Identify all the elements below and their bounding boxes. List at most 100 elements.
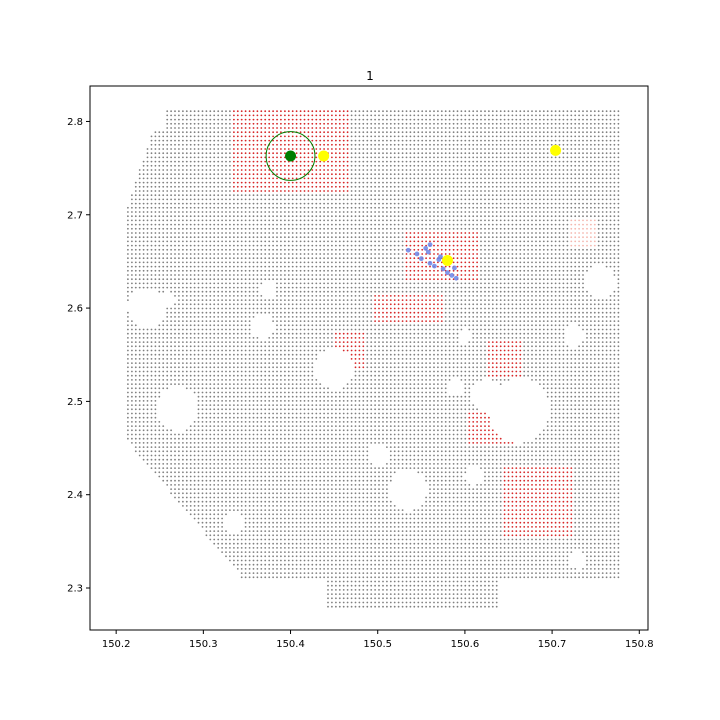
grid-point: [562, 383, 565, 385]
grid-point: [205, 500, 208, 503]
grid-point: [429, 395, 431, 398]
grid-point: [417, 454, 420, 457]
grid-point: [303, 542, 306, 545]
grid-point: [472, 597, 475, 600]
grid-point: [488, 496, 490, 499]
grid-point: [252, 576, 255, 579]
grid-point: [197, 496, 200, 499]
grid-point: [433, 509, 435, 511]
grid-point: [480, 530, 482, 532]
grid-point: [327, 530, 329, 532]
grid-point: [570, 576, 573, 579]
grid-point: [327, 463, 329, 465]
grid-point: [213, 404, 216, 406]
grid-point: [236, 458, 239, 461]
grid-point: [244, 446, 247, 448]
grid-point: [146, 437, 149, 440]
grid-point: [484, 589, 486, 591]
grid-point: [362, 446, 365, 448]
grid-point: [578, 437, 580, 440]
grid-point: [550, 429, 553, 432]
grid-point: [464, 379, 467, 381]
grid-point: [464, 458, 467, 461]
grid-point: [437, 391, 439, 394]
grid-point: [248, 383, 251, 385]
grid-point: [162, 446, 165, 448]
grid-point: [429, 463, 431, 465]
grid-point: [311, 551, 314, 553]
grid-point: [456, 589, 459, 591]
grid-point: [146, 404, 149, 406]
grid-point: [397, 597, 400, 600]
grid-point: [386, 463, 388, 465]
grid-point: [389, 421, 392, 423]
grid-point: [433, 534, 435, 537]
grid-point: [244, 442, 247, 444]
grid-point: [311, 429, 314, 432]
grid-point: [519, 446, 522, 448]
grid-point: [558, 542, 561, 545]
grid-point: [597, 563, 600, 566]
grid-point: [401, 542, 404, 545]
grid-point: [189, 425, 192, 427]
grid-point: [499, 484, 502, 486]
grid-point: [315, 492, 318, 495]
grid-point: [378, 513, 380, 516]
grid-point: [495, 454, 498, 457]
grid-point: [609, 395, 612, 398]
grid-point: [315, 454, 318, 457]
grid-point: [350, 597, 353, 600]
grid-point: [617, 509, 620, 511]
grid-point: [429, 492, 431, 495]
grid-point: [440, 584, 443, 587]
grid-point: [201, 446, 204, 448]
grid-point: [370, 500, 373, 503]
grid-point: [319, 572, 322, 574]
grid-point: [605, 450, 608, 453]
grid-point: [433, 404, 435, 406]
grid-point: [358, 601, 361, 604]
grid-point: [342, 479, 345, 482]
grid-point: [295, 391, 298, 394]
grid-point: [609, 454, 612, 457]
grid-point: [468, 589, 471, 591]
grid-point: [307, 475, 310, 478]
grid-point: [138, 412, 141, 415]
grid-point: [578, 534, 580, 537]
grid-point: [319, 488, 322, 490]
grid-point: [480, 580, 482, 583]
grid-point: [593, 391, 596, 394]
chart-title: 1: [366, 69, 374, 83]
grid-point: [197, 425, 200, 427]
grid-point: [260, 505, 263, 507]
grid-point: [389, 416, 392, 419]
grid-point: [189, 379, 192, 381]
grid-point: [299, 437, 302, 440]
grid-point: [209, 450, 212, 453]
grid-point: [460, 563, 463, 566]
grid-point: [554, 568, 557, 570]
grid-point: [327, 454, 329, 457]
grid-point: [491, 521, 494, 524]
grid-point: [597, 492, 600, 495]
grid-point: [335, 484, 337, 486]
grid-point: [433, 555, 435, 558]
grid-point: [421, 551, 424, 553]
grid-point: [319, 530, 322, 532]
grid-point: [468, 576, 471, 579]
grid-point: [193, 467, 196, 469]
grid-point: [460, 572, 463, 574]
grid-point: [342, 484, 345, 486]
grid-point: [582, 500, 584, 503]
grid-point: [256, 542, 259, 545]
grid-point: [248, 404, 251, 406]
grid-point: [491, 605, 494, 608]
grid-point: [178, 484, 180, 486]
grid-point: [515, 538, 518, 541]
grid-point: [299, 454, 302, 457]
grid-point: [590, 534, 592, 537]
grid-point: [295, 454, 298, 457]
grid-point: [244, 463, 247, 465]
grid-point: [401, 521, 404, 524]
grid-point: [280, 425, 282, 427]
